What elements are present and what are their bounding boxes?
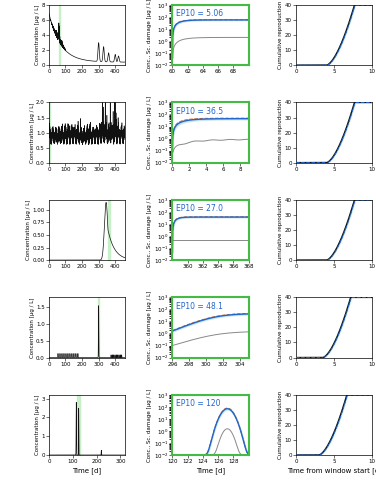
Y-axis label: Conc., Sc. damage [μg / L]: Conc., Sc. damage [μg / L] xyxy=(147,291,153,364)
X-axis label: Time from window start [d]: Time from window start [d] xyxy=(287,467,376,473)
Y-axis label: Cumulative reproduction: Cumulative reproduction xyxy=(278,196,284,264)
Y-axis label: Concentration [μg / L]: Concentration [μg / L] xyxy=(35,394,40,455)
Y-axis label: Cumulative reproduction: Cumulative reproduction xyxy=(278,391,284,459)
Y-axis label: Concentration [μg / L]: Concentration [μg / L] xyxy=(30,102,35,162)
Y-axis label: Cumulative reproduction: Cumulative reproduction xyxy=(278,1,284,69)
Y-axis label: Concentration [μg / L]: Concentration [μg / L] xyxy=(30,298,35,358)
Y-axis label: Conc., Sc. damage [μg / L]: Conc., Sc. damage [μg / L] xyxy=(147,388,153,462)
X-axis label: Time [d]: Time [d] xyxy=(73,467,102,473)
Y-axis label: Conc., Sc. damage [μg / L]: Conc., Sc. damage [μg / L] xyxy=(147,0,153,72)
Text: EP10 = 48.1: EP10 = 48.1 xyxy=(176,302,223,310)
Y-axis label: Concentration [μg / L]: Concentration [μg / L] xyxy=(26,200,31,260)
Y-axis label: Cumulative reproduction: Cumulative reproduction xyxy=(278,98,284,166)
Text: EP10 = 36.5: EP10 = 36.5 xyxy=(176,106,223,116)
Y-axis label: Concentration [μg / L]: Concentration [μg / L] xyxy=(35,5,40,66)
Y-axis label: Cumulative reproduction: Cumulative reproduction xyxy=(278,294,284,362)
Y-axis label: Conc., Sc. damage [μg / L]: Conc., Sc. damage [μg / L] xyxy=(147,96,153,169)
Text: EP10 = 27.0: EP10 = 27.0 xyxy=(176,204,223,213)
Text: EP10 = 5.06: EP10 = 5.06 xyxy=(176,9,223,18)
Text: EP10 = 120: EP10 = 120 xyxy=(176,399,221,408)
X-axis label: Time [d]: Time [d] xyxy=(196,467,225,473)
Y-axis label: Conc., Sc. damage [μg / L]: Conc., Sc. damage [μg / L] xyxy=(147,194,153,266)
